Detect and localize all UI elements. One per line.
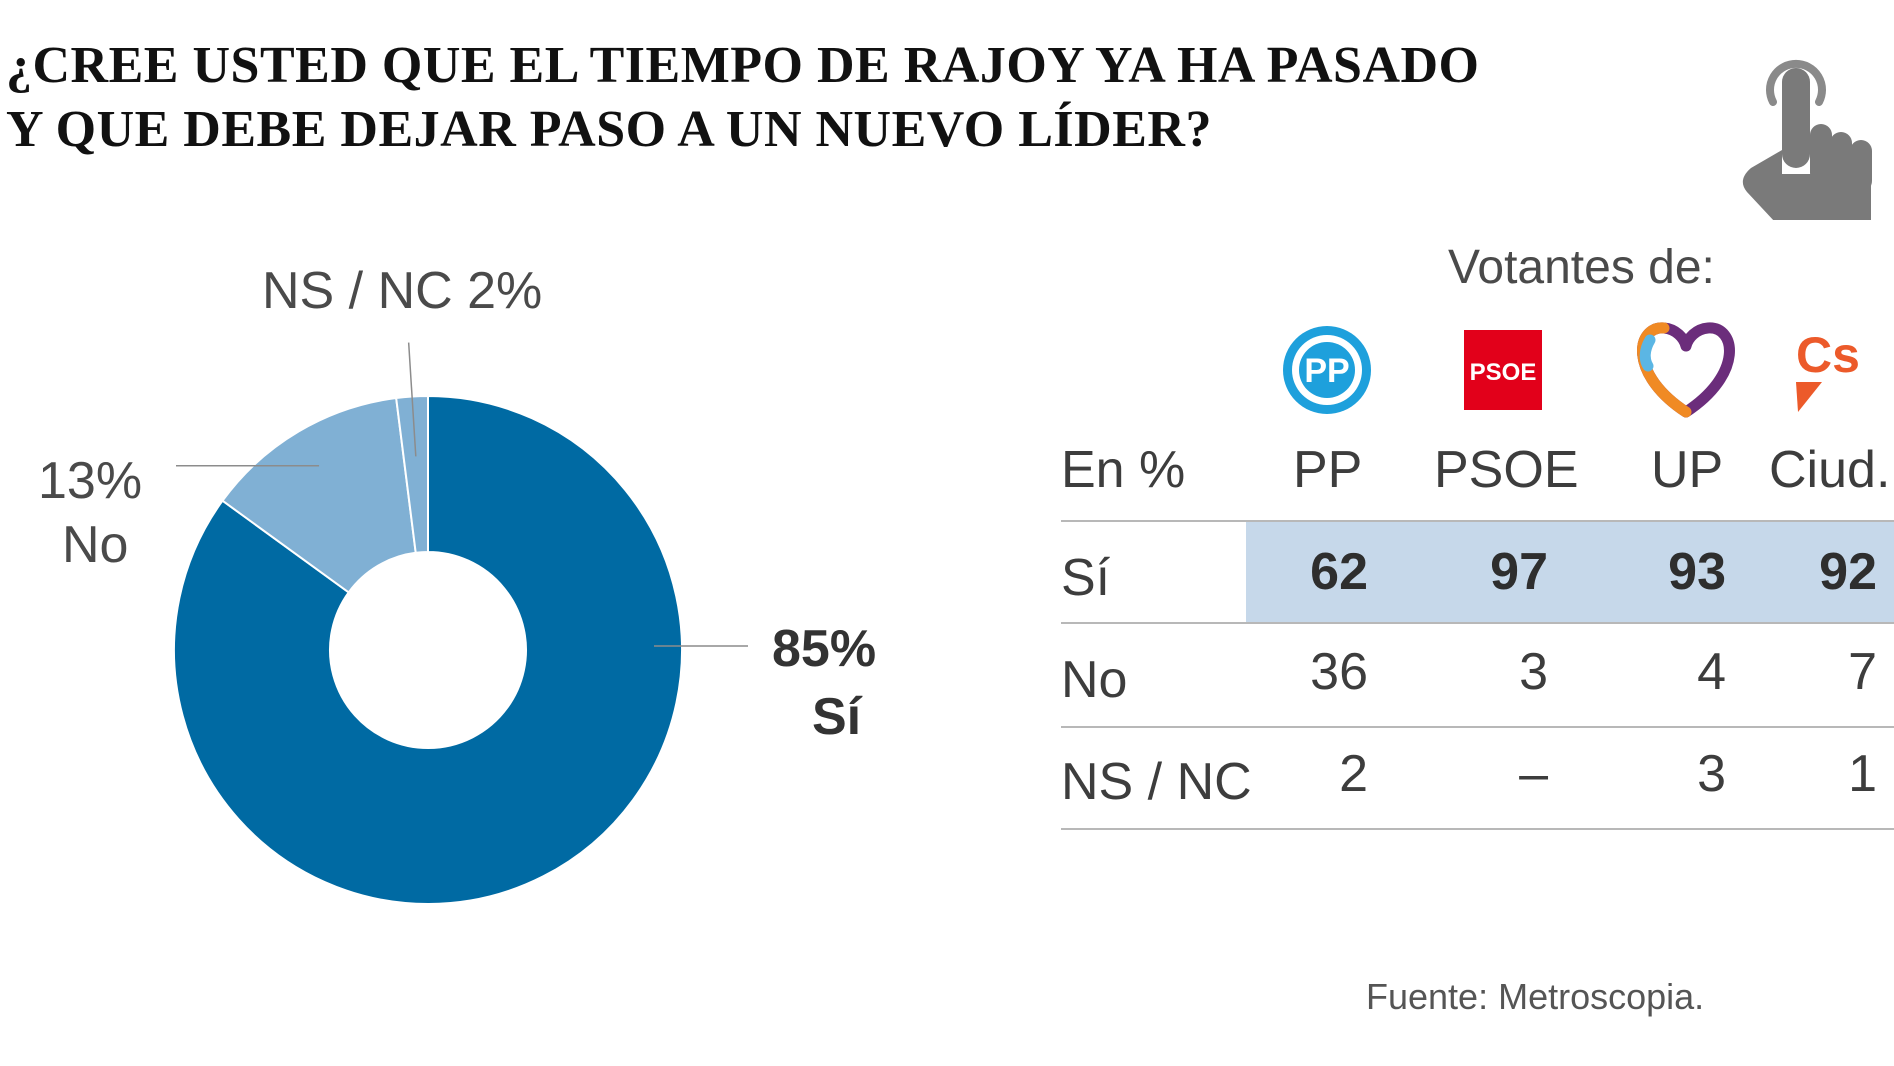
leader-line-ns-nc: [407, 342, 417, 457]
cell-si-ciud: 92: [1819, 543, 1877, 601]
donut-slice-sí: [173, 394, 683, 905]
cell-si-pp: 62: [1310, 543, 1368, 601]
donut-slice-no: [221, 396, 417, 594]
title-line-2: Y QUE DEBE DEJAR PASO A UN NUEVO LÍDER?: [6, 101, 1212, 158]
cell-si-psoe: 97: [1490, 543, 1548, 601]
ns-nc-label: NS / NC 2%: [262, 262, 543, 320]
column-header-psoe: PSOE: [1434, 441, 1579, 499]
cell-nsnc-ciud: 1: [1848, 745, 1877, 803]
psoe-logo: PSOE: [1464, 330, 1542, 410]
corner-header: En %: [1061, 441, 1186, 499]
svg-text:Cs: Cs: [1796, 327, 1860, 383]
cell-no-ciud: 7: [1848, 643, 1877, 701]
source-note: Fuente: Metroscopia.: [1366, 976, 1705, 1017]
row-label-si: Sí: [1061, 549, 1111, 607]
chart-title: ¿CREE USTED QUE EL TIEMPO DE RAJOY YA HA…: [6, 34, 1480, 162]
si-label: Sí: [812, 688, 862, 746]
cell-no-psoe: 3: [1519, 643, 1548, 701]
up-heart-logo: [1637, 322, 1735, 418]
cell-si-up: 93: [1668, 543, 1726, 601]
row-label-ns-nc: NS / NC: [1061, 753, 1252, 811]
table-rule-1: [1061, 622, 1894, 624]
column-header-up: UP: [1651, 441, 1724, 499]
column-header-pp: PP: [1293, 441, 1363, 499]
svg-text:PP: PP: [1304, 352, 1349, 390]
cell-nsnc-psoe: –: [1519, 745, 1548, 803]
cs-logo: Cs: [1796, 327, 1860, 412]
pp-logo: PP: [1283, 326, 1371, 414]
table-rule-2: [1061, 726, 1894, 728]
highlight-row-si: [1246, 522, 1894, 624]
cell-no-pp: 36: [1310, 643, 1368, 701]
donut-slice-ns-nc: [395, 394, 429, 554]
donut-chart: [173, 342, 748, 905]
cell-no-up: 4: [1697, 643, 1726, 701]
svg-text:PSOE: PSOE: [1470, 359, 1537, 386]
title-line-1: ¿CREE USTED QUE EL TIEMPO DE RAJOY YA HA…: [6, 37, 1480, 94]
voters-header: Votantes de:: [1448, 241, 1715, 294]
row-label-no: No: [1061, 651, 1128, 709]
si-percent-label: 85%: [772, 620, 877, 678]
column-header-ciud: Ciud.: [1769, 441, 1891, 499]
table-rule-bottom: [1061, 828, 1894, 830]
cell-nsnc-pp: 2: [1339, 745, 1368, 803]
cell-nsnc-up: 3: [1697, 745, 1726, 803]
no-label: No: [62, 516, 129, 574]
no-percent-label: 13%: [38, 452, 143, 510]
touch-hand-icon: [1742, 59, 1872, 220]
party-logos: PP PSOE Cs: [1283, 322, 1860, 418]
table-rule-top: [1061, 520, 1894, 522]
